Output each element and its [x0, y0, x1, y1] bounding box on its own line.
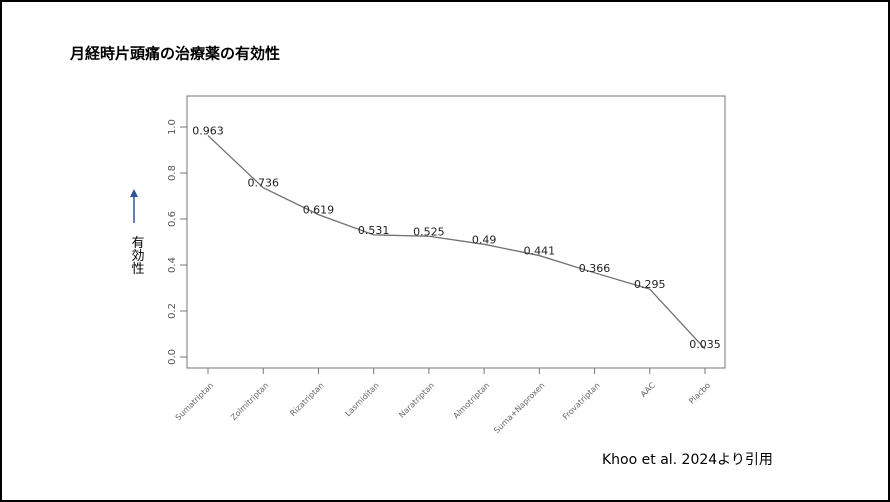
source-note: Khoo et al. 2024より引用: [602, 452, 773, 468]
value-label: 0.035: [689, 338, 721, 351]
y-tick-label: 0.8: [167, 165, 178, 181]
line: [207, 135, 706, 350]
value-label: 0.295: [634, 278, 666, 291]
value-label: 0.525: [413, 225, 445, 238]
slide-title: 月経時片頭痛の治療薬の有効性: [69, 45, 280, 63]
value-label: 0.441: [524, 245, 556, 258]
value-label: 0.49: [472, 233, 497, 246]
y-tick-label: 0.6: [167, 211, 178, 227]
value-label: 0.963: [192, 125, 224, 138]
value-label: 0.531: [358, 224, 390, 237]
value-label: 0.366: [579, 262, 611, 275]
y-axis-label: 有効性: [129, 236, 145, 275]
y-tick-label: 0.4: [167, 257, 178, 273]
y-tick-label: 0.0: [167, 349, 178, 365]
y-tick-label: 0.2: [167, 303, 178, 319]
value-label: 0.736: [247, 177, 279, 190]
plot-frame: [186, 95, 726, 369]
value-label: 0.619: [303, 204, 335, 217]
y-tick-label: 1.0: [167, 119, 178, 135]
y-arrow-head: [130, 189, 138, 197]
